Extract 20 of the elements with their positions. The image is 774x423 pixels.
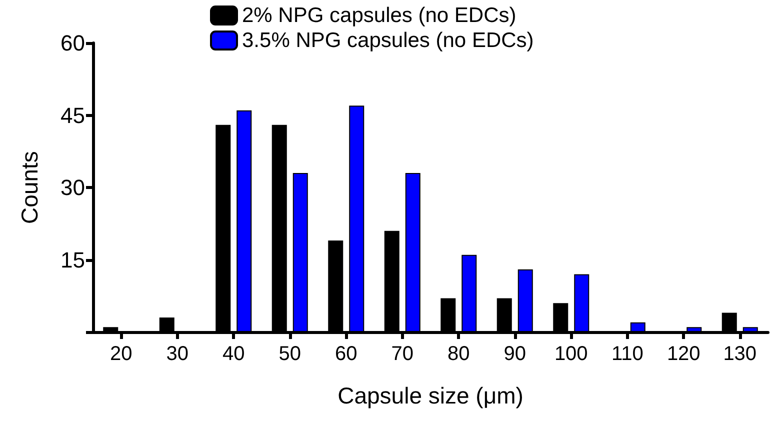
x-tick-label: 40 — [222, 343, 245, 365]
x-tick-label: 80 — [448, 343, 470, 365]
y-tick-label: 30 — [60, 175, 85, 200]
x-tick-label: 90 — [504, 343, 526, 365]
y-tick-label: 60 — [60, 30, 85, 56]
legend-label: 3.5% NPG capsules (no EDCs) — [242, 29, 534, 52]
x-tick-label: 100 — [554, 343, 588, 365]
y-axis-title: Counts — [16, 151, 42, 224]
y-tick-label: 15 — [60, 247, 85, 272]
x-tick-label: 30 — [166, 343, 188, 365]
x-tick-label: 20 — [110, 343, 132, 365]
x-tick-label: 60 — [335, 343, 358, 365]
x-axis-title: Capsule size (μm) — [338, 382, 524, 408]
x-tick-label: 50 — [278, 343, 301, 365]
y-tick-label: 45 — [60, 102, 85, 128]
x-tick-label: 120 — [666, 343, 700, 365]
x-tick-label: 130 — [723, 343, 757, 365]
legend-label: 2% NPG capsules (no EDCs) — [242, 4, 516, 27]
x-tick-label: 110 — [611, 343, 644, 365]
x-tick-label: 70 — [391, 343, 414, 365]
